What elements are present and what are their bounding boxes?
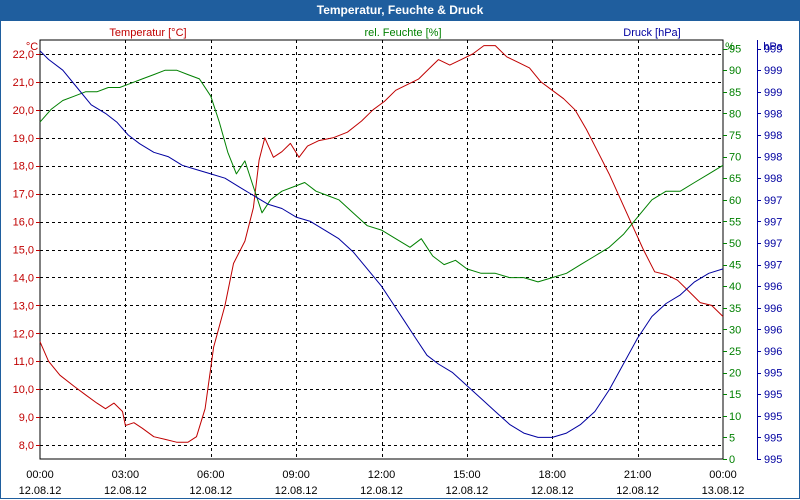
x-tick-date-label: 12.08.12 bbox=[104, 485, 147, 497]
humidity-tick-label: 5 bbox=[729, 432, 735, 444]
temperature-tick-label: 10,0 bbox=[13, 384, 34, 396]
humidity-tick-label: 20 bbox=[729, 368, 741, 380]
temperature-tick-label: 9,0 bbox=[19, 412, 34, 424]
x-tick-date-label: 12.08.12 bbox=[275, 485, 318, 497]
x-tick-time-label: 06:00 bbox=[197, 469, 225, 481]
humidity-tick-label: 45 bbox=[729, 260, 741, 272]
humidity-tick-label: 55 bbox=[729, 216, 741, 228]
x-tick-date-label: 12.08.12 bbox=[531, 485, 574, 497]
grid-lines bbox=[39, 39, 724, 460]
pressure-tick-label: 998 bbox=[764, 108, 782, 120]
pressure-tick-label: 996 bbox=[764, 346, 782, 358]
legend-pressure: Druck [hPa] bbox=[623, 27, 680, 39]
humidity-unit-label: % bbox=[725, 41, 735, 53]
temperature-tick-label: 14,0 bbox=[13, 272, 34, 284]
x-tick-time-label: 00:00 bbox=[709, 469, 737, 481]
x-tick-time-label: 18:00 bbox=[538, 469, 566, 481]
humidity-axis: 0 5 10 15 20 25 30 35 40 45 50 55 60 65 70 75 80 85 90 95% bbox=[723, 41, 741, 466]
pressure-tick-label: 997 bbox=[764, 260, 782, 272]
pressure-tick-label: 999 bbox=[764, 44, 782, 56]
temperature-line bbox=[39, 45, 724, 443]
humidity-tick-label: 0 bbox=[729, 454, 735, 466]
pressure-tick-label: 995 bbox=[764, 411, 782, 423]
temperature-tick-label: 20,0 bbox=[13, 105, 34, 117]
humidity-line bbox=[39, 69, 724, 283]
window-title: Temperatur, Feuchte & Druck bbox=[0, 0, 800, 21]
temperature-tick-label: 17,0 bbox=[13, 189, 34, 201]
x-tick-date-label: 12.08.12 bbox=[445, 485, 488, 497]
humidity-tick-label: 25 bbox=[729, 346, 741, 358]
legend-humidity: rel. Feuchte [%] bbox=[364, 27, 441, 39]
temperature-tick-label: 15,0 bbox=[13, 245, 34, 257]
pressure-tick-label: 999 bbox=[764, 87, 782, 99]
time-axis: 00:00 12.08.12 03:00 12.08.12 06:00 12.08.12 0… bbox=[19, 469, 745, 497]
x-tick-date-label: 12.08.12 bbox=[19, 485, 62, 497]
x-tick-date-label: 12.08.12 bbox=[360, 485, 403, 497]
humidity-tick-label: 90 bbox=[729, 65, 741, 77]
x-tick-date-label: 12.08.12 bbox=[189, 485, 232, 497]
series-lines bbox=[39, 45, 724, 443]
pressure-tick-label: 997 bbox=[764, 216, 782, 228]
pressure-tick-label: 999 bbox=[764, 65, 782, 77]
humidity-tick-label: 65 bbox=[729, 173, 741, 185]
pressure-tick-label: 996 bbox=[764, 281, 782, 293]
temperature-tick-label: 16,0 bbox=[13, 217, 34, 229]
legend: Temperatur [°C] rel. Feuchte [%] Druck [hP… bbox=[109, 27, 680, 39]
legend-temperature: Temperatur [°C] bbox=[109, 27, 186, 39]
x-tick-time-label: 21:00 bbox=[624, 469, 652, 481]
x-tick-date-label: 12.08.12 bbox=[616, 485, 659, 497]
temperature-tick-label: 13,0 bbox=[13, 300, 34, 312]
temperature-tick-label: 11,0 bbox=[13, 356, 34, 368]
temperature-tick-label: 21,0 bbox=[13, 77, 34, 89]
temperature-unit-label: °C bbox=[26, 41, 38, 53]
pressure-tick-label: 996 bbox=[764, 303, 782, 315]
temperature-tick-label: 8,0 bbox=[19, 440, 34, 452]
pressure-tick-label: 998 bbox=[764, 130, 782, 142]
humidity-tick-label: 15 bbox=[729, 389, 741, 401]
humidity-tick-label: 40 bbox=[729, 281, 741, 293]
pressure-tick-label: 998 bbox=[764, 152, 782, 164]
x-tick-time-label: 03:00 bbox=[112, 469, 140, 481]
humidity-tick-label: 75 bbox=[729, 130, 741, 142]
pressure-tick-label: 996 bbox=[764, 324, 782, 336]
x-tick-time-label: 15:00 bbox=[453, 469, 481, 481]
temperature-tick-label: 12,0 bbox=[13, 328, 34, 340]
pressure-axis: 995 995 995 995 995 996 996 996 996 997 997 997 997 9… bbox=[757, 40, 784, 466]
pressure-tick-label: 995 bbox=[764, 389, 782, 401]
temperature-axis: 8,0 9,0 10,0 11,0 12,0 13,0 14,0 15,0 16,0 17,0 18… bbox=[13, 41, 40, 452]
temperature-tick-label: 18,0 bbox=[13, 161, 34, 173]
x-tick-time-label: 09:00 bbox=[282, 469, 310, 481]
temperature-tick-label: 19,0 bbox=[13, 133, 34, 145]
humidity-tick-label: 85 bbox=[729, 87, 741, 99]
pressure-tick-label: 997 bbox=[764, 238, 782, 250]
humidity-tick-label: 10 bbox=[729, 411, 741, 423]
pressure-tick-label: 997 bbox=[764, 195, 782, 207]
humidity-tick-label: 30 bbox=[729, 324, 741, 336]
humidity-tick-label: 50 bbox=[729, 238, 741, 250]
pressure-unit-label: hPa bbox=[763, 41, 783, 53]
pressure-tick-label: 995 bbox=[764, 368, 782, 380]
pressure-line bbox=[39, 50, 724, 438]
pressure-tick-label: 995 bbox=[764, 454, 782, 466]
x-tick-date-label: 13.08.12 bbox=[702, 485, 745, 497]
pressure-tick-label: 998 bbox=[764, 173, 782, 185]
temperature-tick-label: 22,0 bbox=[13, 49, 34, 61]
humidity-tick-label: 80 bbox=[729, 108, 741, 120]
humidity-tick-label: 35 bbox=[729, 303, 741, 315]
pressure-tick-label: 995 bbox=[764, 432, 782, 444]
x-tick-time-label: 12:00 bbox=[368, 469, 396, 481]
plot-border bbox=[39, 39, 724, 460]
humidity-tick-label: 70 bbox=[729, 152, 741, 164]
x-tick-time-label: 00:00 bbox=[26, 469, 54, 481]
humidity-tick-label: 60 bbox=[729, 195, 741, 207]
humidity-tick-label: 95 bbox=[729, 44, 741, 56]
